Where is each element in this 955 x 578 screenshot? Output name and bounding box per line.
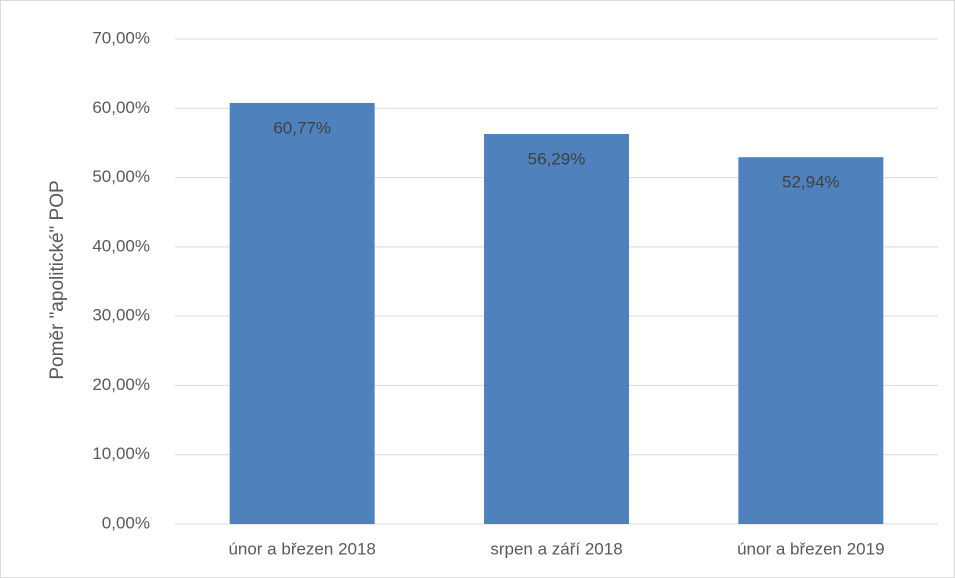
data-label: 52,94% — [782, 173, 840, 192]
y-tick-label: 30,00% — [92, 306, 150, 325]
data-label: 60,77% — [273, 118, 331, 137]
y-tick-label: 50,00% — [92, 167, 150, 186]
y-tick-label: 10,00% — [92, 444, 150, 463]
y-tick-label: 20,00% — [92, 375, 150, 394]
y-tick-label: 60,00% — [92, 98, 150, 117]
x-tick-label: srpen a září 2018 — [490, 539, 622, 558]
bar — [484, 133, 629, 524]
y-tick-label: 40,00% — [92, 236, 150, 255]
data-label: 56,29% — [528, 149, 586, 168]
bar — [229, 102, 375, 524]
y-tick-label: 0,00% — [102, 513, 150, 532]
bar — [738, 157, 884, 525]
x-tick-label: únor a březen 2019 — [737, 539, 884, 558]
x-tick-label: únor a březen 2018 — [228, 539, 375, 558]
y-tick-label: 70,00% — [92, 28, 150, 47]
y-axis-label: Poměr "apolitické" POP — [47, 180, 68, 379]
